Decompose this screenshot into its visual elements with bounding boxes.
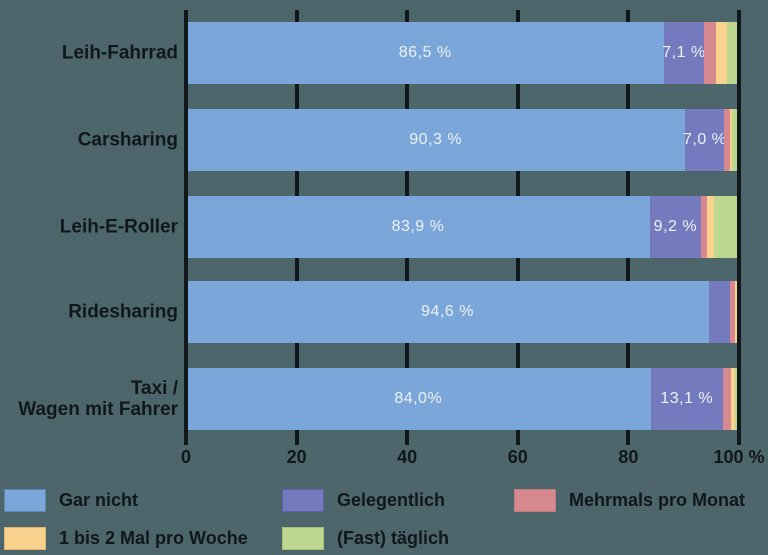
bar-row-3: 83,9 % 9,2 % xyxy=(186,196,739,258)
bar-segment-2: 7,0 % xyxy=(682,109,727,171)
bar-row-2: 90,3 % 7,0 % xyxy=(186,109,739,171)
bar-segment-3 xyxy=(724,109,730,171)
category-label-3: Leih-E-Roller xyxy=(59,216,178,238)
x-tick-label-40: 40 xyxy=(397,447,418,467)
bar-value-label: 90,3 % xyxy=(409,131,463,148)
bar-segment-2: 9,2 % xyxy=(649,196,701,258)
bar-row-4: 94,6 % xyxy=(186,281,739,343)
legend-item: Gar nicht xyxy=(4,489,138,512)
legend-label: (Fast) täglich xyxy=(337,528,450,548)
bar-segment-2: 13,1 % xyxy=(650,368,723,430)
bar-segment-3 xyxy=(700,196,708,258)
bar-segment-4 xyxy=(734,281,737,343)
bar-segment-4 xyxy=(729,109,732,171)
category-label-1: Leih-Fahrrad xyxy=(61,42,178,64)
legend-swatch xyxy=(514,489,556,512)
legend-label: Gar nicht xyxy=(59,490,139,510)
legend-label: Mehrmals pro Monat xyxy=(569,490,746,510)
bar-segment-5 xyxy=(727,22,739,84)
legend-item: 1 bis 2 Mal pro Woche xyxy=(4,527,248,550)
bar-segment-5 xyxy=(734,368,739,430)
bar-segment-4 xyxy=(731,368,735,430)
bar-segment-4 xyxy=(707,196,715,258)
bar-value-label: 86,5 % xyxy=(398,44,452,61)
bar-segment-1: 90,3 % xyxy=(186,109,686,171)
bar-segment-3 xyxy=(722,368,732,430)
legend-swatch xyxy=(282,489,324,512)
bar-segment-1: 94,6 % xyxy=(186,281,710,343)
legend-swatch xyxy=(4,527,46,550)
plot-area: 86,5 % 7,1 % 90,3 % 7,0 % 83,9 % 9,2 % 94,6 % 8… xyxy=(181,10,765,467)
bar-value-label: 7,1 % xyxy=(662,44,706,61)
bar-segment-1: 86,5 % xyxy=(186,22,665,84)
bar-segment-1: 84,0% xyxy=(186,368,651,430)
bar-row-5: 84,0% 13,1 % xyxy=(186,368,739,430)
bar-row-1: 86,5 % 7,1 % xyxy=(186,22,739,84)
x-tick-label-60: 60 xyxy=(507,447,528,467)
bar-value-label: 13,1 % xyxy=(660,390,714,407)
legend-swatch xyxy=(4,489,46,512)
bar-segment-1: 83,9 % xyxy=(186,196,650,258)
x-tick-label-80: 80 xyxy=(618,447,639,467)
legend-item: Mehrmals pro Monat xyxy=(514,489,745,512)
bar-value-label: 94,6 % xyxy=(421,303,474,320)
bar-segment-2 xyxy=(709,281,730,343)
bar-value-label: 9,2 % xyxy=(653,218,698,235)
legend-item: Gelegentlich xyxy=(282,489,445,512)
bar-segment-5 xyxy=(731,109,739,171)
axis-line-100 xyxy=(737,10,741,445)
bar-segment-3 xyxy=(703,22,717,84)
legend-swatch xyxy=(282,527,324,550)
bar-segment-5 xyxy=(714,196,739,258)
bar-segment-2: 7,1 % xyxy=(662,22,706,84)
axis-line-0 xyxy=(184,10,188,445)
category-label-2: Carsharing xyxy=(77,129,178,151)
legend-item: (Fast) täglich xyxy=(282,527,449,550)
legend-label: 1 bis 2 Mal pro Woche xyxy=(59,528,248,548)
category-label-4: Ridesharing xyxy=(68,301,178,323)
x-tick-label-100: 100 % xyxy=(713,447,765,467)
bar-segment-4 xyxy=(716,22,728,84)
x-tick-label-0: 0 xyxy=(180,447,192,467)
bar-segment-3 xyxy=(729,281,735,343)
legend-label: Gelegentlich xyxy=(337,490,446,510)
category-label-5: Taxi / Wagen mit Fahrer xyxy=(18,378,178,420)
x-tick-label-20: 20 xyxy=(286,447,307,467)
bar-value-label: 83,9 % xyxy=(391,218,445,235)
bar-value-label: 84,0% xyxy=(394,390,443,407)
bar-value-label: 7,0 % xyxy=(682,131,727,148)
